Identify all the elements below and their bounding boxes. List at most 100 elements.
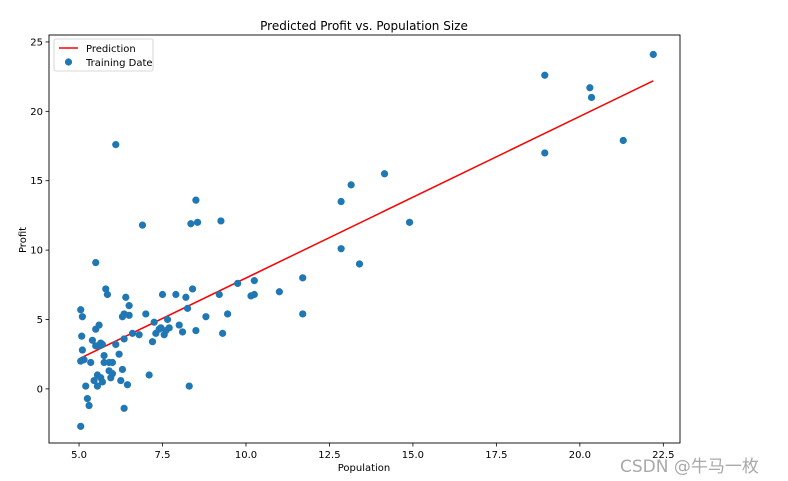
data-point [587, 93, 596, 102]
data-point [337, 197, 345, 206]
data-point [158, 290, 167, 299]
data-point [337, 245, 345, 253]
data-point [115, 350, 123, 358]
data-point [138, 221, 147, 229]
data-point [135, 331, 143, 339]
x-tick-label: 12.5 [318, 450, 340, 461]
data-point [90, 376, 98, 385]
data-point [165, 324, 173, 332]
data-point [92, 342, 100, 350]
x-tick-label: 15.0 [402, 450, 424, 461]
watermark: CSDN @牛马一枚 [620, 457, 759, 477]
x-tick-label: 5.0 [71, 450, 87, 461]
data-point [380, 170, 389, 178]
data-point [541, 149, 549, 157]
x-tick-label: 22.5 [652, 450, 674, 461]
data-point [102, 285, 110, 293]
data-point [192, 326, 200, 335]
data-point [192, 196, 200, 204]
data-point [95, 321, 103, 329]
data-point [275, 288, 283, 296]
data-point [347, 181, 355, 189]
data-point [163, 315, 172, 324]
data-point [78, 332, 86, 340]
axes-frame [48, 34, 681, 444]
data-point [586, 84, 594, 92]
data-point [215, 290, 223, 299]
data-point [355, 260, 364, 268]
y-tick-label: 10 [30, 246, 43, 257]
data-point [117, 376, 125, 385]
data-point [100, 358, 108, 367]
data-point [125, 302, 133, 310]
data-point [145, 371, 153, 379]
data-point [250, 277, 258, 285]
data-point [187, 220, 195, 228]
data-point [175, 321, 183, 329]
legend-training-swatch [64, 58, 73, 66]
legend: Prediction Training Date [53, 38, 154, 72]
data-point [122, 293, 130, 301]
x-tick-label: 17.5 [485, 450, 507, 461]
y-tick-label: 15 [30, 176, 43, 187]
legend-training-label: Training Date [85, 58, 153, 69]
data-point [224, 310, 232, 318]
data-point [148, 338, 157, 346]
data-point [188, 285, 197, 293]
data-point [182, 293, 190, 301]
data-point [118, 365, 127, 374]
data-point [405, 218, 414, 226]
y-tick-label: 20 [30, 107, 43, 118]
data-point [193, 218, 202, 226]
data-point [541, 71, 549, 79]
x-tick-label: 10.0 [235, 450, 257, 461]
data-point [123, 381, 132, 389]
data-point [250, 290, 258, 299]
data-point [219, 329, 227, 337]
data-point [82, 382, 90, 390]
y-tick-label: 0 [37, 384, 43, 395]
data-point [77, 306, 85, 314]
data-point [183, 304, 192, 312]
data-point [125, 311, 133, 319]
data-point [128, 329, 137, 337]
data-point [299, 274, 307, 282]
data-point [185, 382, 193, 390]
data-point [83, 394, 91, 403]
data-point [78, 346, 86, 354]
data-point [299, 310, 307, 318]
y-axis-label: Profit [18, 227, 29, 253]
legend-box [53, 38, 154, 72]
data-point [202, 313, 210, 321]
data-point [78, 313, 86, 321]
data-point [120, 404, 128, 412]
x-tick-label: 7.5 [155, 450, 171, 461]
data-point [100, 351, 108, 360]
plot-area [77, 50, 657, 430]
data-point [108, 370, 117, 378]
x-axis: 5.0 7.5 10.0 12.5 15.0 17.5 20.0 22.5 [71, 443, 674, 461]
data-point [217, 217, 225, 225]
x-tick-label: 20.0 [569, 450, 591, 461]
data-point [87, 358, 95, 367]
data-point [649, 50, 657, 59]
data-point [93, 382, 102, 390]
data-point [103, 290, 112, 299]
chart-title: Predicted Profit vs. Population Size [260, 19, 468, 33]
y-tick-label: 5 [37, 315, 43, 326]
data-point [88, 336, 97, 344]
data-point [92, 258, 100, 267]
data-point [234, 279, 242, 288]
prediction-line [79, 80, 654, 360]
data-point [178, 328, 187, 336]
data-point [77, 357, 85, 365]
legend-prediction-label: Prediction [86, 44, 136, 55]
y-tick-label: 25 [30, 37, 43, 48]
data-point [120, 335, 128, 343]
data-point [142, 310, 150, 318]
data-point [619, 136, 627, 145]
data-point [172, 290, 180, 299]
y-axis: 0 5 10 15 20 25 [30, 37, 49, 395]
data-point [150, 318, 158, 326]
